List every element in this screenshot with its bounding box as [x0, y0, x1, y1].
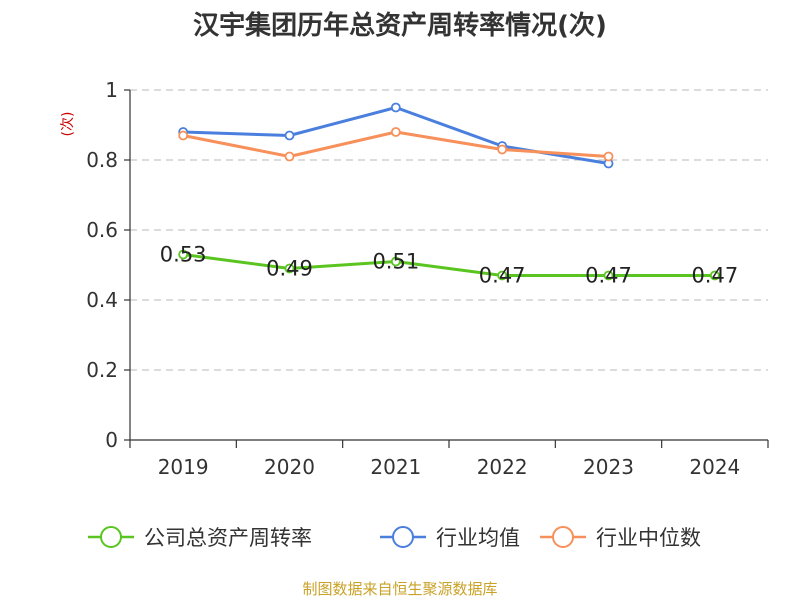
data-point	[603, 270, 614, 281]
data-point	[709, 270, 720, 281]
x-tick-label: 2022	[477, 455, 528, 479]
y-axis-unit-label: (次)	[60, 112, 76, 137]
data-point	[603, 151, 614, 162]
legend-item[interactable]: 行业均值	[380, 526, 520, 550]
legend-label: 行业中位数	[596, 526, 701, 550]
data-point	[178, 130, 189, 141]
series-lines	[178, 102, 720, 281]
data-point	[497, 144, 508, 155]
data-point	[284, 263, 295, 274]
y-tick-label: 0.4	[86, 288, 118, 312]
chart-title: 汉宇集团历年总资产周转率情况(次)	[193, 10, 607, 41]
y-tick-label: 1	[105, 78, 118, 102]
data-point	[497, 270, 508, 281]
legend-item[interactable]: 行业中位数	[540, 526, 701, 550]
data-point	[284, 151, 295, 162]
legend-circle-marker	[392, 526, 414, 548]
y-tick-label: 0	[105, 428, 118, 452]
legend: 公司总资产周转率 行业均值 行业中位数	[88, 526, 701, 550]
legend-label: 公司总资产周转率	[144, 526, 312, 550]
data-point	[284, 130, 295, 141]
data-label: 0.47	[585, 264, 632, 288]
legend-circle-marker	[100, 526, 122, 548]
data-point	[390, 256, 401, 267]
x-tick-label: 2019	[158, 455, 209, 479]
y-tick-label: 0.8	[86, 148, 118, 172]
grid-lines	[130, 89, 768, 371]
data-point	[178, 249, 189, 260]
legend-item[interactable]: 公司总资产周转率	[88, 526, 312, 550]
legend-label: 行业均值	[436, 526, 520, 550]
data-labels: 0.53 0.49 0.51 0.47 0.47 0.47	[160, 243, 738, 288]
x-tick-label: 2024	[689, 455, 740, 479]
series-line-0	[181, 253, 717, 277]
x-tick-label: 2021	[370, 455, 421, 479]
axes: 0 0.2 0.4 0.6 0.8 1 2019 2020 2021 2022 2023 2024	[86, 78, 769, 479]
data-label: 0.51	[372, 250, 419, 274]
data-point	[390, 127, 401, 137]
data-label: 0.49	[266, 257, 313, 281]
x-tick-label: 2023	[583, 455, 634, 479]
data-point	[390, 102, 401, 113]
y-tick-label: 0.2	[86, 358, 118, 382]
data-label: 0.47	[479, 264, 526, 288]
data-label: 0.53	[160, 243, 207, 267]
data-source-note: 制图数据来自恒生聚源数据库	[302, 580, 497, 598]
legend-circle-marker	[552, 526, 574, 548]
x-tick-label: 2020	[264, 455, 315, 479]
y-tick-label: 0.6	[86, 218, 118, 242]
data-label: 0.47	[691, 264, 738, 288]
